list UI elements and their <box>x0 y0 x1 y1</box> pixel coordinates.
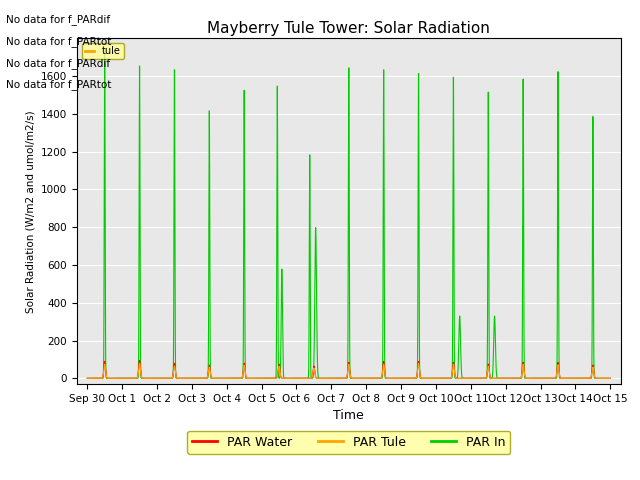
Text: No data for f_PARdif: No data for f_PARdif <box>6 14 111 25</box>
Title: Mayberry Tule Tower: Solar Radiation: Mayberry Tule Tower: Solar Radiation <box>207 21 490 36</box>
Y-axis label: Solar Radiation (W/m2 and umol/m2/s): Solar Radiation (W/m2 and umol/m2/s) <box>25 110 35 312</box>
Legend: PAR Water, PAR Tule, PAR In: PAR Water, PAR Tule, PAR In <box>188 431 510 454</box>
Text: No data for f_PARdif: No data for f_PARdif <box>6 58 111 69</box>
X-axis label: Time: Time <box>333 409 364 422</box>
Text: No data for f_PARtot: No data for f_PARtot <box>6 79 112 90</box>
Text: No data for f_PARtot: No data for f_PARtot <box>6 36 112 47</box>
